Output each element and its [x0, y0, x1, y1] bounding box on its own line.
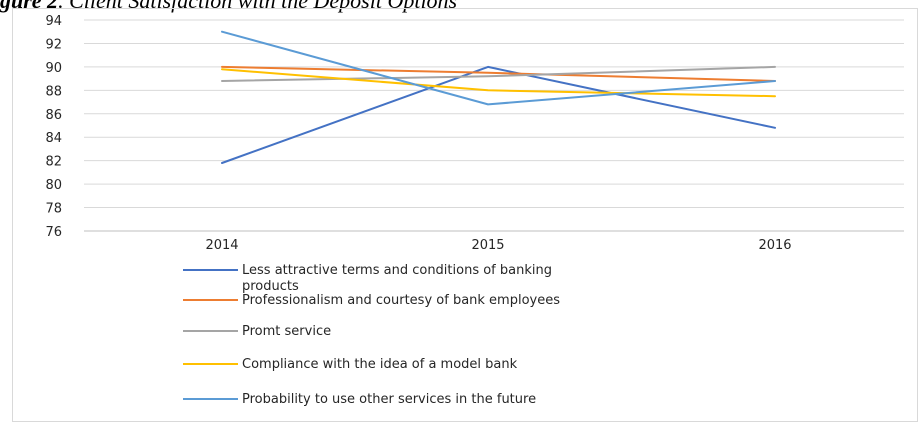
- x-axis-tick-labels: 2014 2015 2016: [205, 238, 791, 253]
- series-line: [221, 68, 776, 98]
- y-tick-label: 92: [45, 37, 62, 52]
- x-tick-label: 2014: [205, 238, 238, 253]
- chart-frame: [12, 8, 918, 422]
- figure-caption-text: . Client Satisfaction with the Deposit O…: [58, 0, 458, 13]
- figure-caption-prefix: gure 2: [0, 0, 59, 13]
- figure-caption: gure 2. Client Satisfaction with the Dep…: [0, 0, 457, 14]
- legend-label: Professionalism and courtesy of bank emp…: [242, 293, 560, 308]
- y-tick-label: 84: [45, 131, 62, 146]
- y-tick-label: 90: [45, 61, 62, 76]
- y-tick-label: 76: [45, 225, 62, 240]
- series-line: [221, 30, 776, 106]
- y-tick-label: 82: [45, 155, 62, 170]
- legend-label: Compliance with the idea of a model bank: [242, 357, 518, 372]
- y-axis-tick-labels: 76 78 80 82 84 86 88 90 92 94: [45, 14, 62, 240]
- x-tick-label: 2015: [471, 238, 504, 253]
- series-line: [221, 65, 776, 82]
- y-tick-label: 94: [45, 14, 62, 29]
- gridlines: [84, 19, 904, 232]
- legend-label: Promt service: [242, 324, 331, 339]
- series-lines: [221, 30, 776, 164]
- x-tick-label: 2016: [758, 238, 791, 253]
- y-tick-label: 80: [45, 178, 62, 193]
- y-tick-label: 86: [45, 108, 62, 123]
- series-line: [221, 65, 776, 82]
- legend-label: Less attractive terms and conditions of …: [242, 263, 552, 278]
- y-tick-label: 78: [45, 202, 62, 217]
- series-line: [221, 65, 776, 164]
- legend: Less attractive terms and conditions of …: [183, 263, 560, 407]
- legend-label: products: [242, 279, 299, 294]
- legend-label: Probability to use other services in the…: [242, 392, 536, 407]
- y-tick-label: 88: [45, 84, 62, 99]
